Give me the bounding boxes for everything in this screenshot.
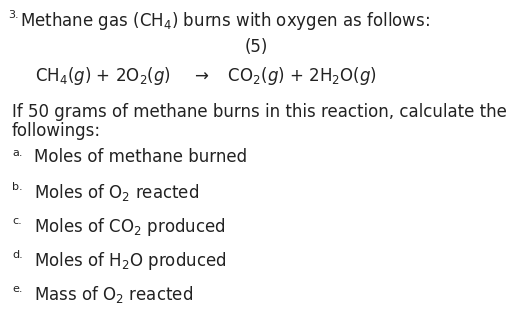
Text: CH$_4$($g$) + 2O$_2$($g$)    $\rightarrow$   CO$_2$($g$) + 2H$_2$O($g$): CH$_4$($g$) + 2O$_2$($g$) $\rightarrow$ … xyxy=(35,65,377,87)
Text: If 50 grams of methane burns in this reaction, calculate the: If 50 grams of methane burns in this rea… xyxy=(12,103,507,121)
Text: c.: c. xyxy=(12,216,22,226)
Text: e.: e. xyxy=(12,284,23,294)
Text: Methane gas (CH$_4$) burns with oxygen as follows:: Methane gas (CH$_4$) burns with oxygen a… xyxy=(20,10,430,32)
Text: Moles of O$_2$ reacted: Moles of O$_2$ reacted xyxy=(34,182,199,203)
Text: 3.: 3. xyxy=(8,10,18,20)
Text: (5): (5) xyxy=(245,38,268,56)
Text: Mass of O$_2$ reacted: Mass of O$_2$ reacted xyxy=(34,284,193,305)
Text: b.: b. xyxy=(12,182,23,192)
Text: Moles of CO$_2$ produced: Moles of CO$_2$ produced xyxy=(34,216,226,238)
Text: d.: d. xyxy=(12,250,23,260)
Text: Moles of methane burned: Moles of methane burned xyxy=(34,148,247,166)
Text: followings:: followings: xyxy=(12,122,101,140)
Text: Moles of H$_2$O produced: Moles of H$_2$O produced xyxy=(34,250,227,272)
Text: a.: a. xyxy=(12,148,23,158)
